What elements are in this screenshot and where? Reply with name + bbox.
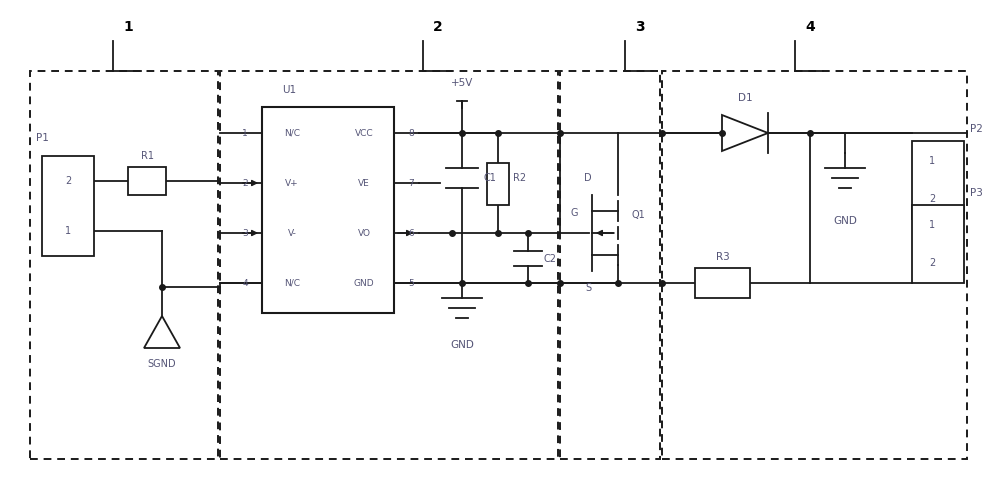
Text: 3: 3 <box>635 20 645 34</box>
Polygon shape <box>144 316 180 348</box>
Text: 1: 1 <box>65 226 71 236</box>
Text: G: G <box>570 208 578 218</box>
Bar <box>220 71 558 459</box>
Bar <box>487 163 509 205</box>
Polygon shape <box>722 115 768 151</box>
Text: GND: GND <box>450 340 474 350</box>
Text: 1: 1 <box>929 220 935 230</box>
Text: 2: 2 <box>65 176 71 186</box>
Text: GND: GND <box>354 279 374 288</box>
Bar <box>695 268 750 298</box>
Text: 7: 7 <box>408 178 414 187</box>
Text: 3: 3 <box>242 228 248 237</box>
Text: R3: R3 <box>716 252 729 262</box>
Text: N/C: N/C <box>284 128 300 137</box>
Text: 6: 6 <box>408 228 414 237</box>
Text: C1: C1 <box>484 173 496 183</box>
Text: S: S <box>585 283 591 293</box>
Bar <box>128 167 166 195</box>
Text: 8: 8 <box>408 128 414 137</box>
Text: Q1: Q1 <box>631 210 645 220</box>
Text: 1: 1 <box>242 128 248 137</box>
Text: 2: 2 <box>929 194 935 204</box>
Text: R2: R2 <box>513 173 527 183</box>
Text: P1: P1 <box>36 133 49 143</box>
Text: 5: 5 <box>408 279 414 288</box>
Text: GND: GND <box>833 216 857 226</box>
Bar <box>262 107 394 313</box>
Text: D: D <box>584 173 592 183</box>
Text: 2: 2 <box>433 20 443 34</box>
Text: 1: 1 <box>123 20 133 34</box>
Text: U1: U1 <box>282 85 296 95</box>
Text: 1: 1 <box>929 156 935 166</box>
Text: 4: 4 <box>242 279 248 288</box>
Bar <box>662 71 967 459</box>
Text: VE: VE <box>358 178 370 187</box>
Text: VO: VO <box>358 228 370 237</box>
Text: VCC: VCC <box>355 128 373 137</box>
Text: P3: P3 <box>970 188 983 198</box>
Text: C2: C2 <box>544 254 556 264</box>
Text: R1: R1 <box>140 151 154 161</box>
Text: D1: D1 <box>738 93 752 103</box>
Text: +5V: +5V <box>451 78 473 88</box>
Bar <box>912 141 964 219</box>
Text: V-: V- <box>288 228 296 237</box>
Bar <box>30 71 218 459</box>
Text: N/C: N/C <box>284 279 300 288</box>
Bar <box>560 71 660 459</box>
Text: 2: 2 <box>242 178 248 187</box>
Text: 2: 2 <box>929 258 935 268</box>
Text: V+: V+ <box>285 178 299 187</box>
Text: P2: P2 <box>970 124 983 134</box>
Bar <box>42 156 94 256</box>
Text: SGND: SGND <box>148 359 176 369</box>
Bar <box>912 205 964 283</box>
Text: 4: 4 <box>805 20 815 34</box>
